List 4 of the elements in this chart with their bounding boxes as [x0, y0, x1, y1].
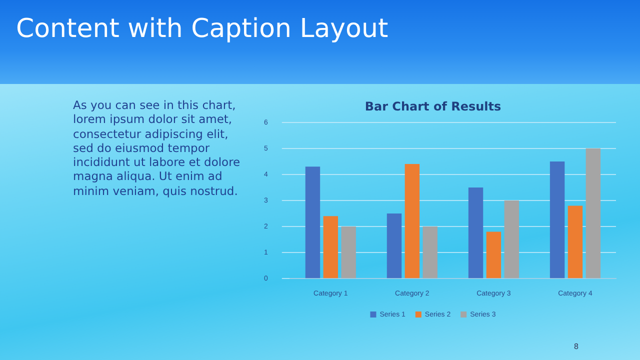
text: Content with Caption Layout: [16, 14, 388, 44]
text: 8: [574, 342, 578, 351]
chart-title: Bar Chart of Results: [364, 99, 502, 114]
text: As you can see in this chart, lorem ipsum dolor sit amet, consectetur adipiscing elit, sed do eiusmod tempor incididunt ut labore et dolore magna aliqua. Ut enim ad minim veniam, quis nostrud.: [73, 98, 242, 198]
